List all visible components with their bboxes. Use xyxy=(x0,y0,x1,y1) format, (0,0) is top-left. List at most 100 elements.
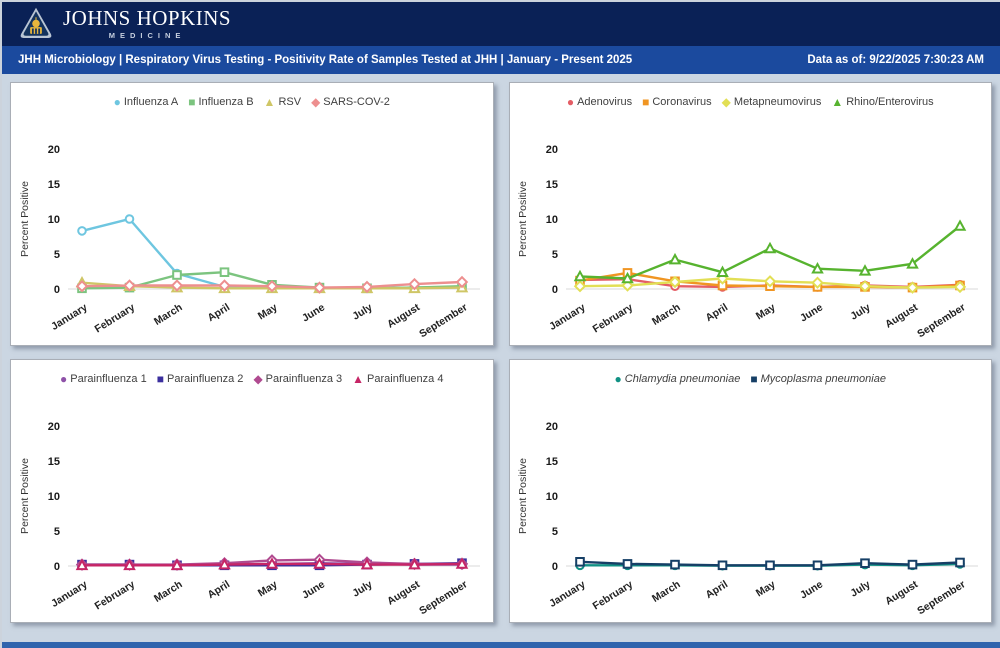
legend-item-coronavirus[interactable]: ■Coronavirus xyxy=(642,96,712,108)
x-tick-label: September xyxy=(417,301,469,340)
x-tick-label: July xyxy=(849,301,873,322)
legend-label: Mycoplasma pneumoniae xyxy=(761,373,886,385)
x-tick-label: June xyxy=(300,578,327,601)
legend-item-metapneumovirus[interactable]: ◆Metapneumovirus xyxy=(722,96,822,108)
x-tick-label: February xyxy=(92,301,137,335)
data-point-marker[interactable] xyxy=(766,244,775,252)
triangle-swatch-icon: ▲ xyxy=(264,96,276,108)
y-tick-label: 15 xyxy=(546,179,558,191)
x-tick-label: May xyxy=(754,578,778,599)
x-tick-label: May xyxy=(754,301,778,322)
chart-panel-atypical-pneumonia: ●Chlamydia pneumoniae ■ Mycoplasma pneumon… xyxy=(509,359,993,623)
chart-canvas[interactable]: 05101520Percent PositiveJanuaryFebruaryM… xyxy=(510,390,990,622)
x-tick-label: May xyxy=(256,301,280,322)
legend-item-influenza-b[interactable]: ■Influenza B xyxy=(188,96,253,108)
y-axis-label: Percent Positive xyxy=(19,458,31,534)
data-point-marker[interactable] xyxy=(576,272,585,280)
y-axis-label: Percent Positive xyxy=(517,458,529,534)
data-point-marker[interactable] xyxy=(719,562,727,570)
chart-canvas[interactable]: 05101520Percent PositiveJanuaryFebruaryM… xyxy=(12,390,492,622)
chart-canvas[interactable]: 05101520Percent PositiveJanuaryFebruaryM… xyxy=(12,113,492,345)
data-point-marker[interactable] xyxy=(671,561,679,569)
legend-label: Parainfluenza 2 xyxy=(167,373,243,385)
x-tick-label: July xyxy=(350,578,374,599)
data-point-marker[interactable] xyxy=(125,215,133,223)
y-tick-label: 20 xyxy=(48,144,60,156)
data-point-marker[interactable] xyxy=(861,559,869,567)
legend-item-mycoplasma-pneumoniae[interactable]: ■ Mycoplasma pneumoniae xyxy=(750,373,886,385)
data-point-marker[interactable] xyxy=(220,268,228,276)
x-tick-label: May xyxy=(256,578,280,599)
chart-legend: ●Parainfluenza 1 ■Parainfluenza 2 ◆ Parainf… xyxy=(11,368,493,390)
jhm-brand: JOHNS HOPKINS MEDICINE xyxy=(18,6,231,42)
legend-item-parainfluenza-3[interactable]: ◆ Parainfluenza 3 xyxy=(253,373,342,385)
legend-label: Parainfluenza 3 xyxy=(266,373,342,385)
x-tick-label: July xyxy=(350,301,374,322)
data-point-marker[interactable] xyxy=(78,227,86,235)
circle-swatch-icon: ● xyxy=(615,373,622,385)
y-tick-label: 0 xyxy=(552,561,558,573)
data-point-marker[interactable] xyxy=(576,558,584,566)
legend-item-sars-cov-2[interactable]: ◆SARS-COV-2 xyxy=(311,96,390,108)
legend-item-influenza-a[interactable]: ●Influenza A xyxy=(114,96,179,108)
legend-label: Parainfluenza 4 xyxy=(367,373,443,385)
brand-name: JOHNS HOPKINS xyxy=(63,8,231,29)
brand-subtitle: MEDICINE xyxy=(109,31,186,40)
legend-label: Rhino/Enterovirus xyxy=(846,96,933,108)
diamond-swatch-icon: ◆ xyxy=(722,96,731,108)
legend-item-chlamydia-pneumoniae[interactable]: ●Chlamydia pneumoniae xyxy=(615,373,741,385)
y-tick-label: 5 xyxy=(54,249,60,261)
diamond-swatch-icon: ◆ xyxy=(311,96,320,108)
x-tick-label: September xyxy=(915,578,967,617)
x-tick-label: August xyxy=(883,578,920,608)
y-tick-label: 0 xyxy=(552,284,558,296)
square-swatch-icon: ■ xyxy=(750,373,757,385)
diamond-swatch-icon: ◆ xyxy=(253,373,262,385)
data-point-marker[interactable] xyxy=(718,268,727,276)
legend-label: Influenza B xyxy=(199,96,254,108)
dashboard-title-bar: JHH Microbiology | Respiratory Virus Tes… xyxy=(2,46,1000,74)
y-tick-label: 10 xyxy=(546,214,558,226)
circle-swatch-icon: ● xyxy=(114,96,121,108)
data-point-marker[interactable] xyxy=(671,255,680,263)
legend-item-parainfluenza-2[interactable]: ■Parainfluenza 2 xyxy=(157,373,244,385)
x-tick-label: March xyxy=(152,578,185,605)
data-point-marker[interactable] xyxy=(766,562,774,570)
square-swatch-icon: ■ xyxy=(157,373,164,385)
x-tick-label: February xyxy=(591,301,636,335)
data-point-marker[interactable] xyxy=(173,271,181,279)
legend-item-rhino-enterovirus[interactable]: ▲Rhino/Enterovirus xyxy=(831,96,933,108)
dashboard-title: JHH Microbiology | Respiratory Virus Tes… xyxy=(18,54,632,66)
x-tick-label: April xyxy=(205,301,232,324)
series-line-influenza-a[interactable] xyxy=(82,219,462,288)
legend-item-parainfluenza-4[interactable]: ▲Parainfluenza 4 xyxy=(352,373,443,385)
legend-item-adenovirus[interactable]: ●Adenovirus xyxy=(567,96,632,108)
chart-canvas[interactable]: 05101520Percent PositiveJanuaryFebruaryM… xyxy=(510,113,990,345)
legend-label: Coronavirus xyxy=(652,96,711,108)
data-point-marker[interactable] xyxy=(861,266,870,274)
jhm-shield-logo-icon xyxy=(18,6,54,42)
y-tick-label: 20 xyxy=(546,421,558,433)
y-tick-label: 5 xyxy=(54,526,60,538)
data-point-marker[interactable] xyxy=(909,561,917,569)
data-point-marker[interactable] xyxy=(956,221,965,229)
data-point-marker[interactable] xyxy=(813,264,822,272)
x-tick-label: April xyxy=(704,578,731,601)
x-tick-label: June xyxy=(798,578,825,601)
chart-legend: ●Influenza A ■Influenza B ▲RSV ◆SARS-COV-2 xyxy=(11,91,493,113)
legend-item-parainfluenza-1[interactable]: ●Parainfluenza 1 xyxy=(60,373,147,385)
y-tick-label: 15 xyxy=(48,456,60,468)
x-tick-label: March xyxy=(152,301,185,328)
legend-item-rsv[interactable]: ▲RSV xyxy=(264,96,302,108)
data-point-marker[interactable] xyxy=(814,562,822,570)
x-tick-label: August xyxy=(883,301,920,331)
y-tick-label: 15 xyxy=(48,179,60,191)
y-tick-label: 20 xyxy=(546,144,558,156)
x-tick-label: April xyxy=(704,301,731,324)
data-point-marker[interactable] xyxy=(624,560,632,568)
footer-accent-bar xyxy=(2,642,1000,648)
triangle-swatch-icon: ▲ xyxy=(352,373,364,385)
y-tick-label: 15 xyxy=(546,456,558,468)
data-point-marker[interactable] xyxy=(956,559,964,567)
chart-panel-influenza-rsv-sarscov2: ●Influenza A■Influenza B▲RSV◆SARS-COV-2 … xyxy=(10,82,494,346)
